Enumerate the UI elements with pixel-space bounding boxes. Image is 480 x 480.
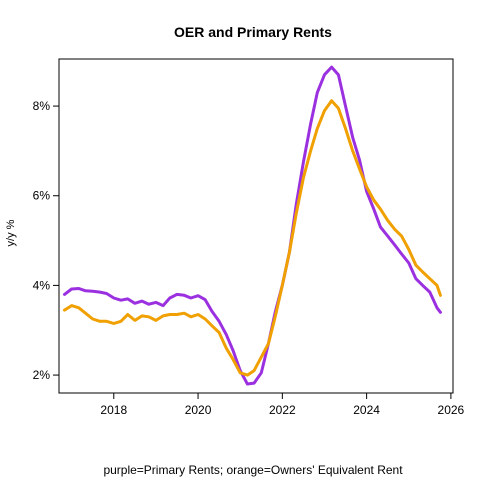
series-layer: [63, 65, 442, 386]
y-tick-label: 4%: [33, 278, 51, 292]
chart-title: OER and Primary Rents: [174, 24, 332, 40]
x-axis-label: purple=Primary Rents; orange=Owners' Equ…: [103, 463, 403, 477]
x-axis: 2018 2020 2022 2024 2026: [100, 393, 465, 417]
x-tick-label: 2020: [185, 403, 212, 417]
x-tick-label: 2022: [269, 403, 296, 417]
y-tick-label: 8%: [33, 99, 51, 113]
y-axis-label: y/y %: [5, 219, 17, 246]
x-tick-label: 2024: [353, 403, 380, 417]
series-line-owners-equivalent-rent: [63, 99, 442, 377]
series-line-primary-rents: [63, 65, 442, 386]
y-tick-label: 6%: [33, 189, 51, 203]
y-tick-label: 2%: [33, 368, 51, 382]
x-tick-label: 2026: [438, 403, 465, 417]
y-axis: 2% 4% 6% 8%: [33, 99, 59, 382]
plot-frame: [58, 58, 454, 394]
x-tick-label: 2018: [100, 403, 127, 417]
